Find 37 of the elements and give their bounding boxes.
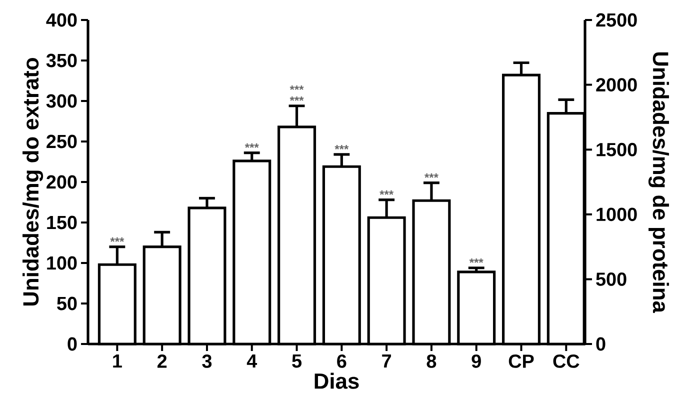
y-tick-label: 200	[46, 175, 77, 189]
x-tick-label: 5	[292, 354, 302, 368]
annotation: ***	[380, 190, 394, 195]
annotation: ***	[424, 173, 438, 178]
y2-tick-label: 1500	[596, 142, 637, 156]
annotation: ***	[290, 85, 304, 90]
y-tick-label: 100	[47, 256, 77, 270]
y2-tick-label: 2000	[596, 78, 637, 92]
y-tick-label: 350	[46, 54, 77, 68]
y-tick-label: 300	[46, 94, 77, 108]
x-tick-label: CP	[508, 354, 534, 368]
y-axis-title: Unidades/mg do extrato	[22, 58, 44, 306]
x-tick-label: 1	[113, 354, 122, 368]
y-tick-label: 400	[46, 13, 77, 27]
annotation: ***	[244, 143, 259, 148]
y-tick-label: 0	[68, 337, 77, 351]
y2-tick-label: 2500	[596, 13, 637, 27]
y2-tick-label: 500	[596, 272, 626, 286]
annotation: ***	[334, 145, 349, 150]
y-tick-label: 150	[47, 216, 77, 230]
y2-tick-label: 0	[596, 337, 606, 351]
x-tick-label: 4	[246, 354, 258, 368]
annotation: ***	[110, 237, 124, 242]
x-tick-label: 8	[426, 354, 436, 368]
y-tick-label: 50	[57, 296, 77, 310]
x-axis-title: Dias	[314, 372, 359, 389]
x-tick-label: 7	[382, 354, 391, 368]
y-tick-label: 250	[46, 134, 77, 148]
y2-tick-label: 1000	[596, 208, 637, 222]
x-tick-label: 3	[202, 354, 212, 368]
x-tick-label: 2	[157, 354, 167, 368]
annotation: ***	[469, 258, 484, 263]
annotation: ***	[290, 96, 304, 101]
x-tick-label: 9	[472, 354, 481, 368]
x-tick-label: CC	[553, 354, 580, 368]
x-tick-label: 6	[337, 354, 346, 368]
y2-axis-title: Unidades/mg de proteina	[648, 52, 669, 314]
